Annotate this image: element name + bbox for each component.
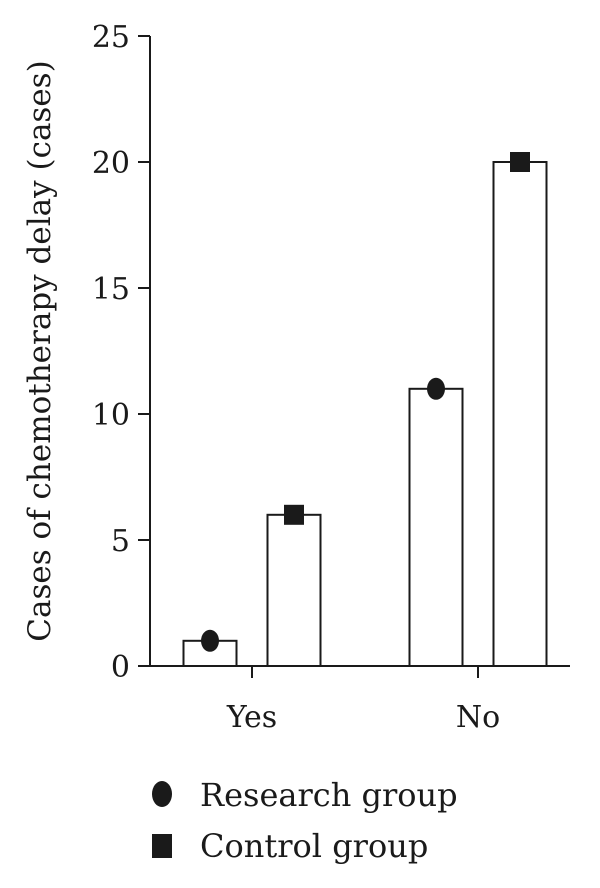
y-tick-label: 10 xyxy=(92,398,130,433)
marker-research-group-no xyxy=(427,377,445,400)
markers xyxy=(201,152,530,652)
x-axis-ticks: Yes No xyxy=(226,666,500,735)
legend: Research group Control group xyxy=(152,776,458,865)
y-tick-label: 0 xyxy=(111,650,130,685)
x-tick-label-no: No xyxy=(456,700,500,735)
marker-research-group-yes xyxy=(201,629,219,652)
y-tick-label: 25 xyxy=(92,20,130,55)
bar-control-group-no xyxy=(492,161,548,667)
x-tick-label-yes: Yes xyxy=(226,700,277,735)
bar-research-group-no xyxy=(408,387,464,667)
y-tick-label: 15 xyxy=(92,272,130,307)
legend-marker-control-group xyxy=(152,834,172,858)
y-axis-ticks: 0 5 10 15 20 25 xyxy=(92,20,150,685)
bars xyxy=(182,161,548,667)
marker-control-group-no xyxy=(510,152,530,172)
y-tick-label: 5 xyxy=(111,524,130,559)
bar-control-group-yes xyxy=(266,513,322,667)
legend-label-control-group: Control group xyxy=(200,827,428,865)
legend-marker-research-group xyxy=(152,781,172,807)
legend-label-research-group: Research group xyxy=(200,776,458,814)
marker-control-group-yes xyxy=(284,504,304,525)
y-axis-title: Cases of chemotherapy delay (cases) xyxy=(22,60,58,641)
y-tick-label: 20 xyxy=(92,146,130,181)
